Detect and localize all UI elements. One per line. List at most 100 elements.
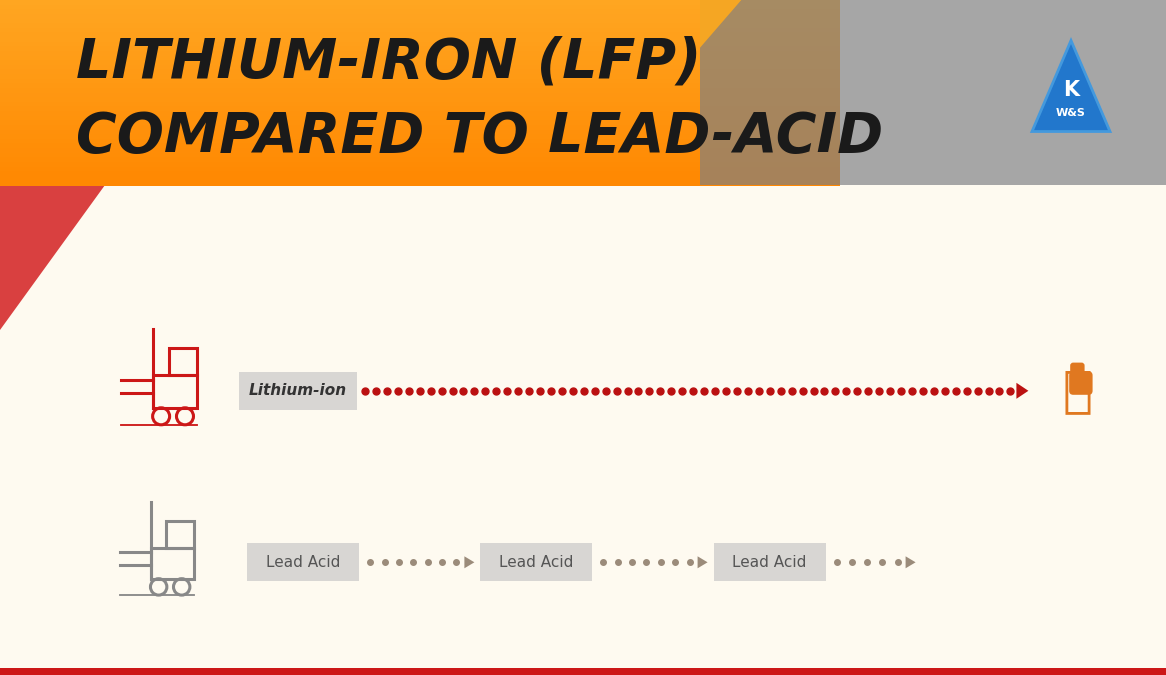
Text: Lead Acid: Lead Acid [732, 555, 807, 570]
FancyBboxPatch shape [1069, 371, 1093, 395]
Bar [0, 111, 840, 117]
Bar [0, 83, 840, 89]
Bar [0, 180, 840, 186]
Text: COMPARED TO LEAD-ACID: COMPARED TO LEAD-ACID [76, 110, 883, 164]
Bar [0, 74, 700, 80]
Bar [169, 348, 197, 375]
Bar [0, 42, 840, 47]
Bar [166, 521, 194, 547]
Bar [0, 167, 840, 172]
Bar [0, 65, 840, 70]
Bar [0, 88, 700, 94]
Bar [0, 115, 840, 122]
Bar [0, 37, 700, 43]
Bar [0, 37, 840, 43]
Bar [0, 65, 700, 70]
Bar [0, 18, 840, 24]
Bar [0, 14, 700, 20]
Bar [0, 97, 700, 103]
Bar [0, 55, 700, 61]
Bar [0, 0, 700, 5]
Bar [0, 157, 700, 163]
Bar [0, 5, 840, 10]
FancyBboxPatch shape [714, 543, 826, 581]
Bar [0, 28, 700, 33]
Text: Lithium-ion: Lithium-ion [250, 383, 347, 398]
Bar [0, 92, 840, 98]
Polygon shape [697, 556, 708, 568]
Polygon shape [906, 556, 915, 568]
Bar [0, 162, 840, 167]
Bar [0, 134, 840, 140]
Bar [0, 668, 1166, 675]
Bar [0, 23, 840, 29]
Bar [0, 9, 700, 15]
Bar [0, 130, 840, 135]
Bar [0, 47, 840, 52]
Bar [0, 88, 840, 94]
Bar [0, 18, 700, 24]
Text: 👍: 👍 [1062, 367, 1093, 415]
Bar [0, 157, 840, 163]
Bar [0, 148, 840, 154]
Bar [0, 185, 1166, 675]
Text: LITHIUM-IRON (LFP): LITHIUM-IRON (LFP) [76, 36, 701, 90]
Bar [0, 139, 700, 144]
Bar [150, 547, 194, 578]
FancyBboxPatch shape [247, 543, 359, 581]
Bar [0, 9, 840, 15]
Bar [0, 0, 840, 5]
Bar [0, 139, 840, 144]
Bar [0, 171, 840, 177]
Bar [0, 14, 840, 20]
Bar [0, 55, 840, 61]
Bar [0, 115, 700, 122]
Bar [0, 60, 700, 65]
Bar [0, 143, 840, 149]
Bar [0, 130, 700, 135]
Bar [0, 70, 840, 75]
Bar [0, 28, 840, 33]
Bar [641, 0, 1166, 185]
Text: K: K [1063, 80, 1079, 101]
Bar [0, 70, 700, 75]
Bar [0, 78, 700, 84]
FancyBboxPatch shape [239, 372, 357, 410]
Bar [0, 47, 700, 52]
Bar [0, 102, 840, 107]
Bar [0, 60, 840, 65]
Bar [0, 148, 700, 154]
Bar [0, 51, 840, 57]
Bar [0, 167, 700, 172]
Bar [0, 107, 840, 112]
Bar [0, 153, 700, 158]
Polygon shape [1017, 383, 1028, 399]
Bar [0, 23, 700, 29]
Text: Lead Acid: Lead Acid [499, 555, 574, 570]
Bar [0, 107, 700, 112]
Bar [0, 120, 840, 126]
Polygon shape [0, 185, 105, 330]
Bar [0, 78, 840, 84]
Bar [0, 125, 700, 130]
Bar [0, 92, 700, 98]
Polygon shape [464, 556, 475, 568]
Polygon shape [1032, 40, 1110, 132]
FancyBboxPatch shape [480, 543, 592, 581]
Bar [0, 32, 700, 38]
Bar [0, 5, 700, 10]
Bar [0, 125, 840, 130]
Bar [0, 120, 700, 126]
Bar [0, 97, 840, 103]
Bar [0, 134, 700, 140]
Bar [0, 176, 840, 182]
Bar [0, 171, 700, 177]
Text: Lead Acid: Lead Acid [266, 555, 340, 570]
Bar [0, 162, 700, 167]
Bar [0, 176, 700, 182]
Bar [0, 42, 700, 47]
Bar [0, 102, 700, 107]
Bar [0, 83, 700, 89]
Bar [0, 32, 840, 38]
Text: W&S: W&S [1056, 107, 1086, 117]
